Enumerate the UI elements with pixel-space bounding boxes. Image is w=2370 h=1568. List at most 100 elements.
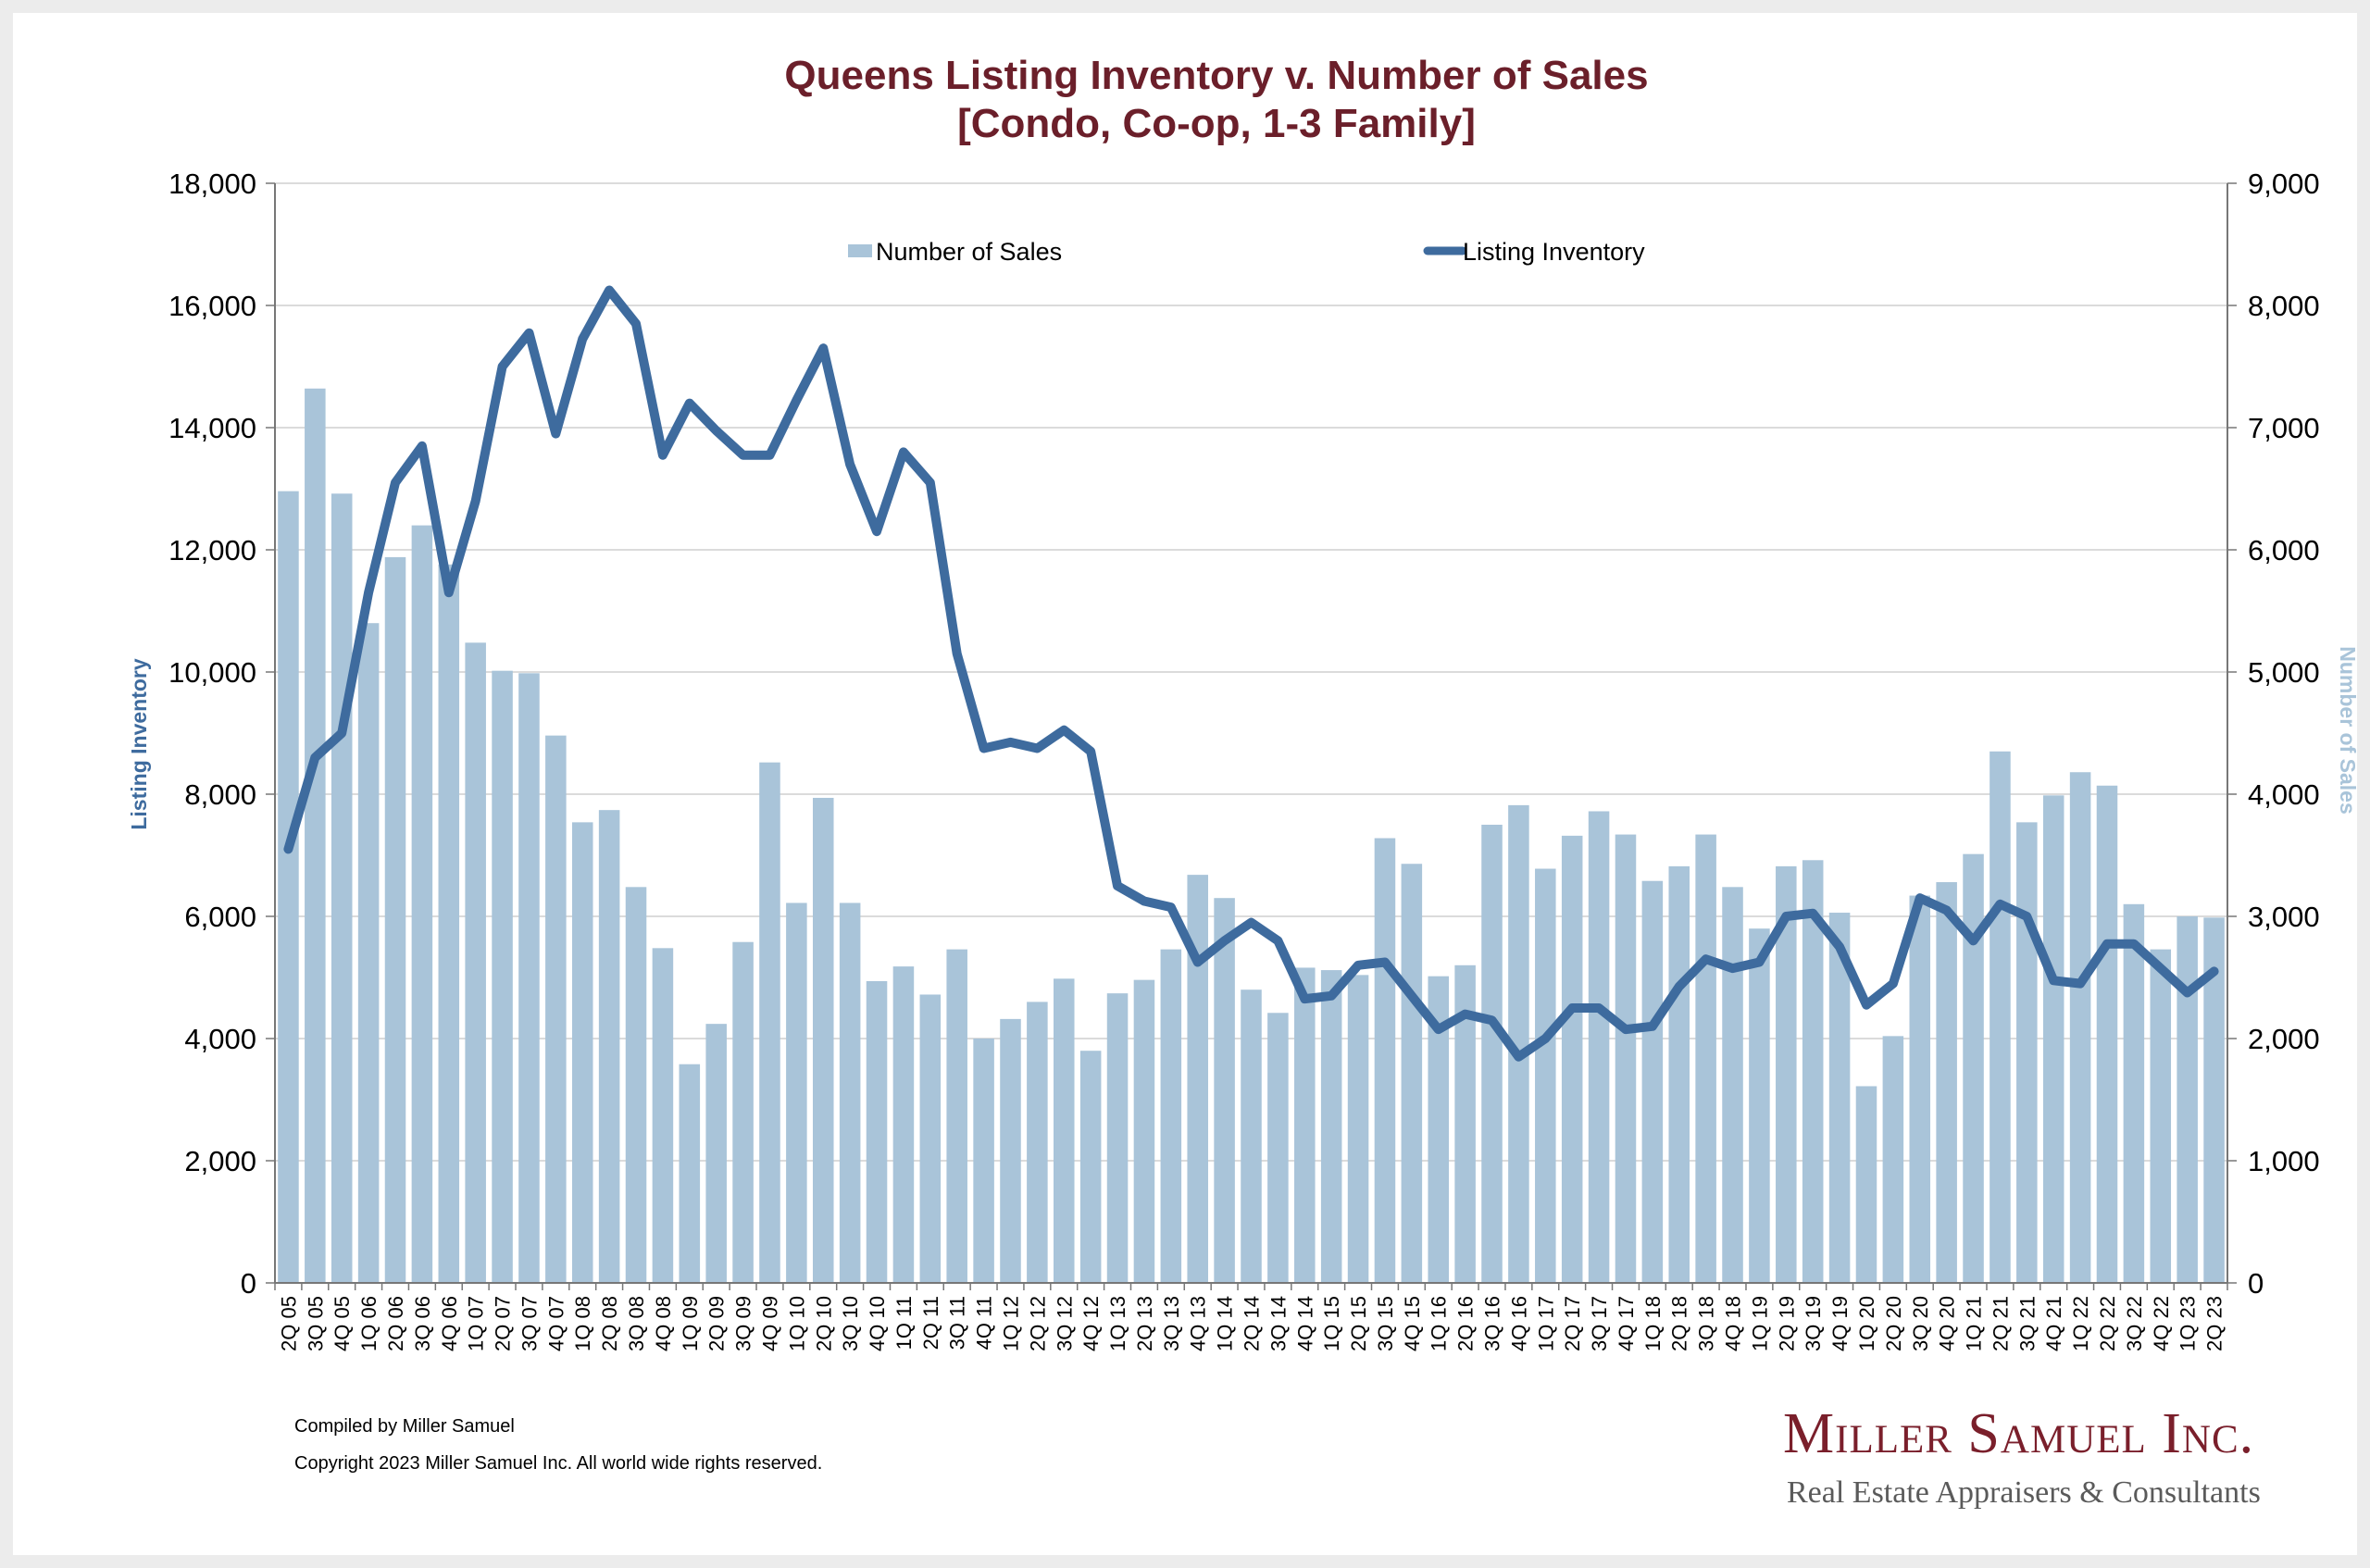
bar-3Q-09 (732, 941, 754, 1283)
bar-1Q-21 (1963, 853, 1984, 1283)
x-tick-label: 1Q 06 (357, 1296, 380, 1351)
x-tick-label: 3Q 22 (2123, 1296, 2146, 1351)
chart-subtitle: [Condo, Co-op, 1-3 Family] (957, 101, 1476, 146)
bar-2Q-11 (919, 994, 942, 1283)
y-tick-label: 18,000 (168, 168, 256, 200)
bar-2Q-19 (1776, 865, 1797, 1283)
x-tick-label: 1Q 23 (2177, 1296, 2200, 1351)
bar-2Q-17 (1561, 835, 1583, 1283)
x-tick-label: 1Q 10 (785, 1296, 808, 1351)
inventory-line (283, 285, 2219, 1062)
y-tick-label: 4,000 (184, 1023, 256, 1055)
y2-tick-label: 3,000 (2248, 901, 2320, 933)
legend-label-sales: Number of Sales (876, 238, 1062, 266)
x-tick-label: 2Q 15 (1347, 1296, 1370, 1351)
bar-1Q-23 (2177, 916, 2198, 1283)
x-tick-label: 1Q 22 (2069, 1296, 2092, 1351)
x-tick-label: 1Q 09 (679, 1296, 702, 1351)
bar-1Q-06 (357, 623, 380, 1283)
bar-3Q-19 (1802, 860, 1824, 1283)
x-tick-label: 3Q 20 (1909, 1296, 1932, 1351)
y-tick-label: 16,000 (168, 290, 256, 322)
bar-3Q-10 (839, 902, 861, 1283)
x-tick-label: 4Q 18 (1722, 1296, 1745, 1351)
x-tick-label: 3Q 09 (732, 1296, 755, 1351)
x-tick-label: 1Q 21 (1963, 1296, 1986, 1351)
y2-tick-label: 2,000 (2248, 1023, 2320, 1055)
x-tick-label: 3Q 17 (1588, 1296, 1611, 1351)
bar-2Q-09 (705, 1024, 727, 1283)
bar-2Q-07 (492, 670, 513, 1283)
bar-4Q-09 (759, 762, 780, 1283)
x-tick-label: 1Q 20 (1855, 1296, 1878, 1351)
x-tick-label: 2Q 21 (1989, 1296, 2012, 1351)
x-tick-label: 1Q 11 (892, 1296, 916, 1350)
x-tick-label: 4Q 16 (1507, 1296, 1530, 1351)
y2-tick-label: 1,000 (2248, 1145, 2320, 1177)
bar-4Q-13 (1187, 875, 1208, 1283)
y-tick-label: 6,000 (184, 901, 256, 933)
y-tick-label: 14,000 (168, 412, 256, 444)
x-tick-label: 4Q 07 (544, 1296, 568, 1351)
bar-2Q-05 (278, 491, 299, 1283)
brand-logo-tagline: Real Estate Appraisers & Consultants (1787, 1475, 2261, 1510)
bar-3Q-15 (1374, 838, 1396, 1283)
bar-2Q-18 (1668, 865, 1690, 1283)
bar-2Q-22 (2096, 785, 2118, 1283)
x-tick-label: 3Q 10 (839, 1296, 862, 1351)
chart-card: Queens Listing Inventory v. Number of Sa… (13, 13, 2357, 1555)
x-tick-label: 3Q 14 (1266, 1296, 1290, 1351)
x-tick-label: 2Q 06 (384, 1296, 407, 1351)
x-tick-label: 2Q 23 (2203, 1296, 2227, 1351)
x-tick-label: 1Q 17 (1534, 1296, 1557, 1351)
footer-compiled: Compiled by Miller Samuel (294, 1416, 515, 1437)
bar-2Q-06 (384, 556, 406, 1283)
x-tick-label: 4Q 09 (759, 1296, 782, 1351)
y2-tick-label: 7,000 (2248, 412, 2320, 444)
x-tick-label: 3Q 05 (304, 1296, 327, 1351)
bar-1Q-14 (1214, 898, 1235, 1283)
bar-1Q-20 (1855, 1086, 1877, 1283)
bar-3Q-05 (305, 388, 326, 1283)
x-tick-label: 4Q 06 (438, 1296, 461, 1351)
bar-3Q-12 (1053, 978, 1075, 1283)
y2-tick-label: 0 (2248, 1267, 2264, 1300)
x-tick-label: 2Q 20 (1882, 1296, 1905, 1351)
bar-4Q-11 (973, 1039, 994, 1283)
left-axis-ticks: 0 2,000 4,000 6,000 8,000 10,000 12,000 14,000 1… (168, 168, 275, 1300)
x-tick-label: 2Q 10 (812, 1296, 835, 1351)
bar-1Q-18 (1641, 880, 1664, 1283)
bar-3Q-08 (625, 887, 647, 1283)
x-tick-label: 2Q 18 (1668, 1296, 1691, 1351)
bar-3Q-18 (1695, 834, 1716, 1283)
bar-3Q-07 (518, 673, 540, 1283)
bar-2Q-16 (1454, 964, 1476, 1283)
x-tick-label: 4Q 17 (1615, 1296, 1638, 1351)
bar-4Q-15 (1401, 864, 1423, 1283)
y-axis-title: Listing Inventory (127, 658, 151, 830)
bar-2Q-23 (2203, 917, 2225, 1283)
bar-4Q-14 (1294, 967, 1316, 1283)
chart-title: Queens Listing Inventory v. Number of Sa… (784, 53, 1648, 98)
bar-3Q-06 (411, 525, 433, 1283)
x-axis-ticks: 2Q 05 3Q 05 4Q 05 1Q 06 2Q 06 3Q 06 4Q 06 1Q 07… (277, 1296, 2226, 1351)
x-tick-label: 3Q 21 (2015, 1296, 2039, 1351)
bar-2Q-15 (1347, 975, 1369, 1283)
x-tick-label: 3Q 16 (1481, 1296, 1504, 1351)
y-tick-label: 10,000 (168, 656, 256, 689)
bar-2Q-10 (812, 797, 834, 1283)
bar-1Q-22 (2069, 772, 2091, 1283)
x-tick-label: 4Q 08 (652, 1296, 675, 1351)
x-tick-label: 4Q 21 (2042, 1296, 2065, 1351)
x-tick-label: 3Q 07 (518, 1296, 542, 1351)
x-tick-label: 2Q 07 (492, 1296, 515, 1351)
x-tick-label: 1Q 13 (1106, 1296, 1129, 1351)
y-tick-label: 2,000 (184, 1145, 256, 1177)
bar-3Q-14 (1267, 1013, 1289, 1283)
y2-tick-label: 6,000 (2248, 534, 2320, 566)
bar-1Q-19 (1749, 928, 1770, 1283)
y2-tick-label: 9,000 (2248, 168, 2320, 200)
bar-3Q-17 (1588, 811, 1610, 1283)
x-tick-label: 3Q 12 (1053, 1296, 1076, 1351)
bar-4Q-12 (1079, 1051, 1102, 1283)
